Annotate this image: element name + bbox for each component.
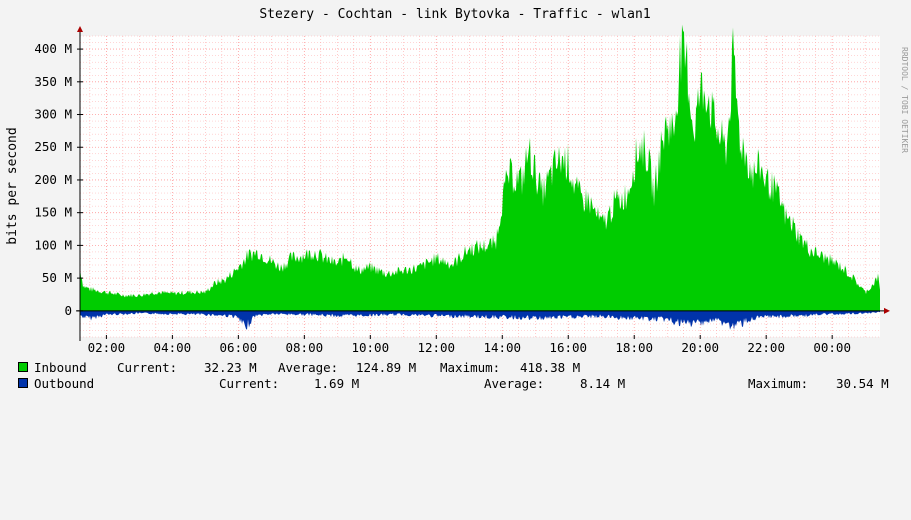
inbound-average-value: 124.89 M	[356, 360, 417, 375]
x-axis-arrow	[884, 307, 890, 314]
y-tick-label: 200 M	[34, 172, 72, 187]
x-tick-label: 02:00	[88, 340, 126, 355]
x-tick-label: 04:00	[154, 340, 192, 355]
x-tick-label: 12:00	[417, 340, 455, 355]
outbound-average-label: Average:	[484, 376, 545, 391]
chart-title: Stezery - Cochtan - link Bytovka - Traff…	[259, 7, 650, 22]
series-outbound-area	[80, 310, 880, 330]
outbound-current-value: 1.69 M	[314, 376, 360, 391]
inbound-current-value: 32.23 M	[204, 360, 257, 375]
x-tick-label: 18:00	[615, 340, 653, 355]
x-tick-label: 14:00	[483, 340, 521, 355]
inbound-label: Inbound	[34, 360, 87, 375]
x-tick-label: 20:00	[681, 340, 719, 355]
outbound-maximum-value: 30.54 M	[836, 376, 889, 391]
outbound-average-value: 8.14 M	[580, 376, 626, 391]
data-layer	[80, 24, 880, 330]
legend-outbound: Outbound Current: 1.69 M Average: 8.14 M…	[0, 376, 911, 392]
y-tick-label: 400 M	[34, 41, 72, 56]
y-tick-label: 300 M	[34, 107, 72, 122]
traffic-chart: 0 50 M 100 M 150 M 200 M 250 M 300 M 350 M 400 M…	[5, 7, 909, 355]
outbound-maximum-label: Maximum:	[748, 376, 809, 391]
y-axis-label: bits per second	[5, 127, 20, 244]
x-tick-label: 22:00	[747, 340, 785, 355]
y-tick-label: 250 M	[34, 139, 72, 154]
inbound-current-label: Current:	[117, 360, 178, 375]
rrdtool-watermark: RRDTOOL / TOBI OETIKER	[900, 47, 909, 153]
y-tick-label: 150 M	[34, 205, 72, 220]
y-axis-arrow	[77, 26, 83, 32]
x-tick-label: 00:00	[813, 340, 851, 355]
x-tick-label: 06:00	[220, 340, 258, 355]
series-inbound-area	[80, 24, 880, 311]
outbound-current-label: Current:	[219, 376, 280, 391]
x-tick-label: 16:00	[549, 340, 587, 355]
y-tick-label: 100 M	[34, 237, 72, 252]
axes: 0 50 M 100 M 150 M 200 M 250 M 300 M 350 M 400 M…	[34, 26, 890, 355]
outbound-label: Outbound	[34, 376, 95, 391]
inbound-maximum-label: Maximum:	[440, 360, 501, 375]
outbound-swatch	[18, 378, 28, 388]
inbound-swatch	[18, 362, 28, 372]
inbound-average-label: Average:	[278, 360, 339, 375]
y-tick-label: 0	[64, 303, 72, 318]
x-tick-label: 10:00	[351, 340, 389, 355]
legend-inbound: Inbound Current: 32.23 M Average: 124.89…	[0, 360, 911, 376]
y-tick-label: 50 M	[42, 270, 72, 285]
inbound-maximum-value: 418.38 M	[520, 360, 581, 375]
y-tick-label: 350 M	[34, 74, 72, 89]
x-tick-label: 08:00	[286, 340, 324, 355]
